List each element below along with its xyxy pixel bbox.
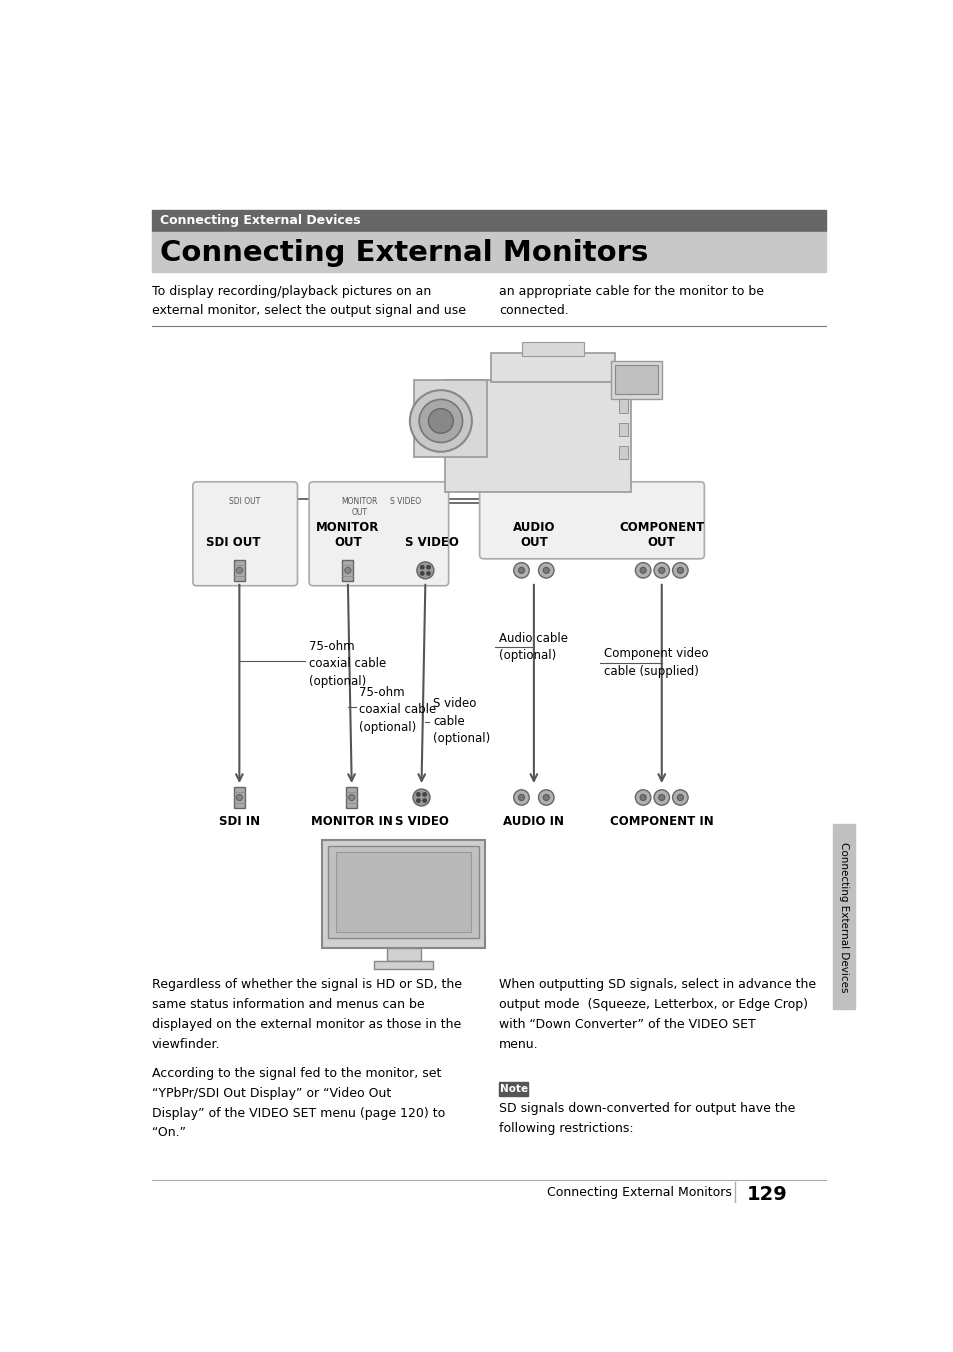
- Circle shape: [416, 562, 434, 579]
- Text: SD signals down-converted for output have the
following restrictions:: SD signals down-converted for output hav…: [498, 1102, 795, 1136]
- Bar: [342, 560, 353, 581]
- Bar: [444, 380, 630, 492]
- Text: Connecting External Monitors: Connecting External Monitors: [159, 239, 647, 268]
- Circle shape: [413, 790, 430, 806]
- Circle shape: [677, 795, 682, 800]
- Circle shape: [542, 795, 549, 800]
- Text: AUDIO
OUT: AUDIO OUT: [512, 521, 555, 549]
- Text: SDI OUT: SDI OUT: [206, 535, 260, 549]
- Text: S VIDEO: S VIDEO: [404, 535, 458, 549]
- Text: MONITOR IN: MONITOR IN: [311, 815, 393, 829]
- Circle shape: [635, 562, 650, 579]
- Circle shape: [420, 572, 423, 575]
- Text: Connecting External Devices: Connecting External Devices: [159, 214, 360, 227]
- Circle shape: [416, 792, 419, 796]
- Text: an appropriate cable for the monitor to be
connected.: an appropriate cable for the monitor to …: [498, 285, 763, 318]
- Circle shape: [639, 795, 645, 800]
- Circle shape: [672, 562, 687, 579]
- Text: 75-ohm
coaxial cable
(optional): 75-ohm coaxial cable (optional): [309, 639, 386, 688]
- FancyBboxPatch shape: [309, 481, 448, 585]
- Circle shape: [418, 399, 462, 442]
- Circle shape: [542, 568, 549, 573]
- Circle shape: [422, 792, 426, 796]
- Circle shape: [635, 790, 650, 806]
- Circle shape: [537, 562, 554, 579]
- Circle shape: [236, 795, 242, 800]
- Circle shape: [426, 572, 430, 575]
- Bar: [233, 560, 245, 581]
- Circle shape: [654, 790, 669, 806]
- Circle shape: [420, 565, 423, 569]
- Circle shape: [348, 795, 355, 800]
- Text: SDI OUT: SDI OUT: [229, 498, 260, 506]
- Bar: [328, 846, 478, 938]
- Circle shape: [422, 799, 426, 802]
- Bar: [374, 961, 433, 969]
- Bar: [152, 210, 825, 231]
- Bar: [233, 787, 245, 808]
- Circle shape: [658, 795, 664, 800]
- Circle shape: [517, 795, 524, 800]
- Circle shape: [236, 568, 242, 573]
- Bar: [322, 840, 484, 948]
- Circle shape: [639, 568, 645, 573]
- Text: AUDIO IN: AUDIO IN: [503, 815, 564, 829]
- Circle shape: [410, 391, 472, 452]
- Circle shape: [658, 568, 664, 573]
- Text: 75-ohm
coaxial cable
(optional): 75-ohm coaxial cable (optional): [359, 685, 436, 734]
- Bar: [491, 353, 615, 383]
- Circle shape: [426, 565, 430, 569]
- Bar: [498, 1083, 528, 1096]
- Bar: [152, 231, 825, 272]
- Bar: [618, 399, 628, 414]
- Text: SDI IN: SDI IN: [218, 815, 259, 829]
- Bar: [615, 365, 658, 393]
- Text: According to the signal fed to the monitor, set
“YPbPr/SDI Out Display” or “Vide: According to the signal fed to the monit…: [152, 1067, 445, 1140]
- Circle shape: [672, 790, 687, 806]
- Circle shape: [344, 568, 351, 573]
- FancyBboxPatch shape: [479, 481, 703, 558]
- Text: MONITOR
OUT: MONITOR OUT: [341, 498, 377, 516]
- Bar: [414, 380, 487, 457]
- Text: COMPONENT IN: COMPONENT IN: [609, 815, 713, 829]
- Text: S VIDEO: S VIDEO: [390, 498, 421, 506]
- Text: S VIDEO: S VIDEO: [395, 815, 448, 829]
- Text: Regardless of whether the signal is HD or SD, the
same status information and me: Regardless of whether the signal is HD o…: [152, 979, 461, 1051]
- Text: Audio cable
(optional): Audio cable (optional): [498, 631, 567, 662]
- Bar: [346, 787, 356, 808]
- Text: Component video
cable (supplied): Component video cable (supplied): [603, 648, 707, 677]
- Bar: [386, 948, 420, 961]
- Bar: [832, 825, 854, 1009]
- Circle shape: [677, 568, 682, 573]
- Circle shape: [428, 408, 453, 433]
- Circle shape: [416, 799, 419, 802]
- Bar: [521, 342, 583, 356]
- Circle shape: [654, 562, 669, 579]
- Text: S video
cable
(optional): S video cable (optional): [433, 698, 490, 745]
- Bar: [618, 446, 628, 460]
- Bar: [618, 422, 628, 437]
- Text: Connecting External Monitors: Connecting External Monitors: [546, 1186, 731, 1199]
- Circle shape: [513, 562, 529, 579]
- Text: 129: 129: [746, 1184, 787, 1203]
- Text: Note: Note: [499, 1084, 527, 1094]
- Text: Connecting External Devices: Connecting External Devices: [838, 841, 848, 992]
- Text: When outputting SD signals, select in advance the
output mode  (Squeeze, Letterb: When outputting SD signals, select in ad…: [498, 979, 815, 1051]
- Bar: [611, 361, 661, 399]
- Text: MONITOR
OUT: MONITOR OUT: [315, 521, 379, 549]
- Circle shape: [537, 790, 554, 806]
- Bar: [335, 852, 471, 933]
- Text: COMPONENT
OUT: COMPONENT OUT: [618, 521, 703, 549]
- Text: To display recording/playback pictures on an
external monitor, select the output: To display recording/playback pictures o…: [152, 285, 465, 318]
- FancyBboxPatch shape: [193, 481, 297, 585]
- Circle shape: [513, 790, 529, 806]
- Circle shape: [517, 568, 524, 573]
